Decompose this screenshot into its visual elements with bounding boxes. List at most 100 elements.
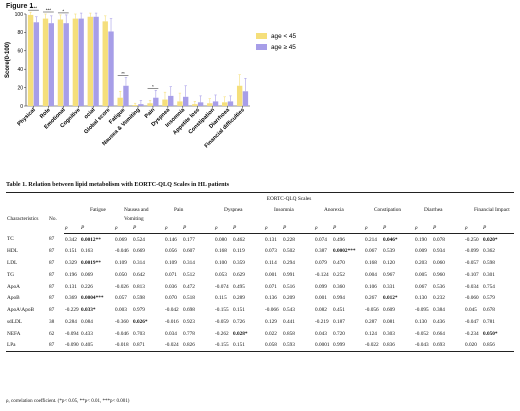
p-value-cell: 0.967 [383,271,395,278]
p-value-cell: 0.462 [233,236,245,243]
p-value-cell: 0.232 [433,295,445,302]
bar [227,101,234,106]
bar [93,16,99,106]
p-value-cell: 0.0004*** [81,295,104,302]
p-value-cell: 0.360 [333,283,345,290]
rho-cell: -0.155 [214,339,232,352]
row-characteristic: HDL [7,248,18,255]
rho-cell: -0.042 [165,307,179,314]
rho-cell: -0.046 [115,248,129,255]
table-row: NEFA 62 -0.094 0.433 -0.046 0.703 0.034 0.778 -0… [6,328,514,340]
legend-swatch [256,33,267,39]
p-value-cell: 0.026* [133,318,148,325]
row-characteristic: ApoA\ApoB [7,307,35,314]
rho-cell: -0.043 [414,339,432,352]
rho-cell: -0.262 [215,330,229,337]
p-value-cell: 0.934 [433,248,445,255]
table-row: LDL 87 0.329 0.0019** 0.109 0.314 0.109 0.314 0.… [6,257,514,269]
p-value-cell: 0.593 [282,339,314,352]
p-value-cell: 0.314 [183,259,195,266]
bar [57,19,64,106]
rho-cell: 0.056 [165,248,177,255]
p-value-cell: 0.678 [483,307,495,314]
p-value-cell: 0.0002*** [333,248,356,255]
rho-cell: 0.284 [65,318,77,325]
rho-cell: -0.074 [215,283,229,290]
p-value-cell: 0.720 [333,330,345,337]
p-value-cell: 0.084 [81,318,93,325]
p-value-cell: 0.598 [483,259,495,266]
p-header: P [232,222,264,234]
p-value-cell: 0.543 [283,307,295,314]
lipid-correlation-table: EORTC-QLQ Scales Characteristics No. Fatigu… [6,192,515,352]
rho-cell: 0.131 [265,236,277,243]
p-value-cell: 0.151 [232,339,264,352]
table-footnote: ρ, correlation coefficient. (*p< 0.05, *… [6,399,130,404]
p-value-cell: 0.536 [433,283,445,290]
rho-cell: 0.130 [415,295,427,302]
p-value-cell: 0.669 [133,248,145,255]
p-value-cell: 0.0012** [81,236,101,243]
p-value-cell: 0.960 [433,271,445,278]
rho-cell: -0.107 [465,271,479,278]
bar [242,91,249,106]
rho-cell: -0.052 [415,330,429,337]
rho-cell: -0.155 [215,307,229,314]
rho-cell: 0.067 [365,248,377,255]
table-row: LPa 87 -0.090 0.405 -0.018 0.871 -0.024 0.826 -0… [6,339,515,352]
p-value-cell: 0.642 [133,271,145,278]
y-tick-label: 40 [17,67,23,73]
header-row-group: EORTC-QLQ Scales [6,192,515,205]
rho-cell: 0.069 [115,236,127,243]
rho-cell: -0.360 [115,318,129,325]
rho-cell: 0.009 [415,248,427,255]
bar [183,96,189,106]
bar [192,104,198,106]
p-value-cell: 0.046* [383,236,398,243]
figure-title: Figure 1 [6,3,34,10]
rho-cell: 0.071 [165,271,177,278]
p-value-cell: 0.069 [81,271,93,278]
bar [236,85,243,106]
p-value-cell: 0.303 [383,330,395,337]
p-value-cell: 0.698 [183,307,195,314]
row-characteristic: LDL [7,259,18,266]
rho-cell: -0.229 [65,307,79,314]
rho-cell: 0.020 [464,339,482,352]
p-header: P [382,222,414,234]
significance-label: * [152,84,154,89]
rho-cell: -0.094 [65,330,79,337]
row-count: 38 [49,318,55,325]
x-tick-label: Physical [17,107,38,128]
rho-cell: 0.100 [215,259,227,266]
p-value-cell: 0.629 [233,271,245,278]
group-header: EORTC-QLQ Scales [64,192,515,205]
bar [78,18,84,107]
p-value-cell: 0.151 [233,307,245,314]
rho-cell: 0.045 [465,307,477,314]
p-value-cell: 0.301 [483,271,495,278]
row-count: 87 [49,283,55,290]
rho-header: ρ [264,222,282,234]
row-characteristic: ApoA [7,283,20,290]
rho-cell: -0.016 [165,318,179,325]
p-value-cell: 0.384 [433,307,445,314]
rho-cell: -0.219 [315,318,329,325]
row-count: 87 [48,339,64,352]
rho-cell: 0.053 [215,271,227,278]
rho-cell: 0.287 [365,318,377,325]
rho-header: ρ [164,222,182,234]
rho-cell: 0.109 [115,259,127,266]
row-characteristic: TG [7,271,15,278]
scale-header: Dyspnea [224,206,243,213]
rho-cell: 0.124 [365,330,377,337]
row-characteristic: TC [7,236,14,243]
scale-header: Diarrhea [424,206,443,213]
table-row: TC 87 0.342 0.0012** 0.069 0.524 0.146 0.177 0.0… [6,234,514,246]
y-axis-label: Score(0-100) [5,42,11,78]
rho-cell: 0.073 [265,248,277,255]
p-value-cell: 0.177 [183,236,195,243]
scale-header: Nausea and [124,206,149,213]
rho-cell: -0.022 [364,339,382,352]
